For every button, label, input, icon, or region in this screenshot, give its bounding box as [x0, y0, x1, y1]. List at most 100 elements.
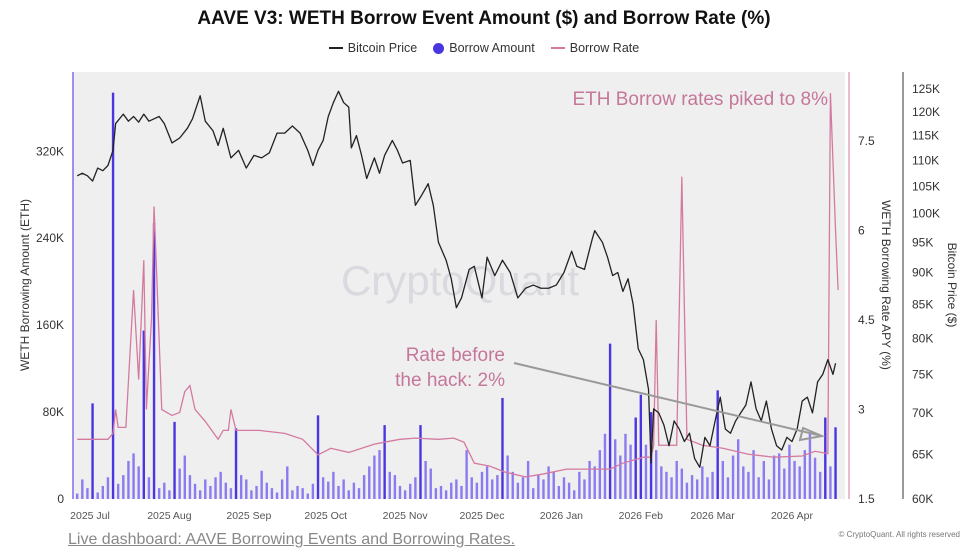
borrow-amount-bar [286, 466, 289, 499]
borrow-amount-bar [393, 475, 397, 499]
borrow-amount-bar [239, 475, 243, 499]
y-btc-tick-label: 80K [912, 331, 933, 345]
borrow-amount-bar [670, 477, 673, 499]
borrow-amount-bar [511, 471, 514, 499]
borrow-amount-bar [321, 477, 325, 499]
annotation-peak: ETH Borrow rates piked to 8% [572, 89, 828, 110]
legend-item-borrow-amount[interactable]: Borrow Amount [433, 41, 535, 55]
y-rate-tick-label: 7.5 [858, 134, 875, 148]
borrow-amount-bar [91, 403, 94, 499]
borrow-amount-bar [716, 390, 719, 499]
borrow-amount-bar [204, 479, 207, 499]
borrow-amount-bar [173, 421, 176, 499]
annotation-arrow-line [513, 362, 819, 436]
borrow-amount-bar [752, 450, 755, 499]
y-left-axis-title: WETH Borrowing Amount (ETH) [18, 199, 32, 371]
borrow-amount-bar [665, 471, 668, 499]
borrow-amount-bar [214, 477, 217, 499]
y-btc-tick-label: 75K [912, 367, 933, 381]
borrow-amount-bar [475, 482, 479, 499]
borrow-amount-bar [373, 455, 376, 499]
borrow-amount-bar [224, 482, 227, 499]
y-btc-tick-label: 65K [912, 447, 933, 461]
borrow-amount-bar [583, 479, 586, 499]
legend-item-bitcoin-price[interactable]: Bitcoin Price [328, 41, 417, 55]
borrow-amount-bar [537, 475, 540, 499]
borrow-amount-bar [275, 492, 279, 499]
borrow-amount-bar [813, 457, 817, 499]
borrow-amount-bar [634, 417, 637, 499]
y-btc-tick-label: 110K [912, 153, 939, 167]
borrow-amount-bar [127, 460, 130, 499]
borrow-amount-bar [383, 425, 386, 499]
borrow-amount-bar [137, 466, 140, 499]
borrow-amount-bar [178, 468, 181, 499]
annotation-arrow-head [798, 426, 826, 442]
legend-label: Borrow Rate [569, 41, 640, 55]
borrow-amount-bar [86, 488, 89, 499]
y-left-tick-label: 160K [36, 318, 64, 332]
y-btc-axis-title: Bitcoin Price ($) [945, 243, 959, 328]
borrow-amount-bar [562, 477, 566, 499]
borrow-amount-bar [834, 427, 837, 499]
borrow-amount-bar [629, 444, 632, 499]
borrow-amount-bar [614, 439, 617, 499]
borrow-amount-bar [818, 471, 822, 499]
borrow-amount-bar [444, 490, 448, 499]
y-rate-axis-title: WETH Borrowing Rate APY (%) [879, 200, 893, 370]
borrow-amount-bar [680, 468, 684, 499]
borrow-amount-bar [624, 433, 627, 499]
borrow-amount-bar [439, 485, 443, 499]
x-tick-label: 2026 Mar [690, 510, 735, 522]
y-btc-tick-label: 60K [912, 492, 933, 506]
borrow-amount-bar [772, 455, 776, 499]
borrow-amount-bar [450, 482, 453, 499]
y-rate-tick-label: 3 [858, 402, 865, 416]
borrow-amount-bar [388, 471, 391, 499]
y-btc-tick-label: 120K [912, 105, 940, 119]
borrow-amount-bar [798, 466, 801, 499]
plot-area [73, 72, 845, 499]
borrow-amount-bar [250, 490, 253, 499]
borrow-amount-bar [398, 485, 402, 499]
borrow-amount-bar [229, 488, 233, 499]
borrow-amount-bar [96, 492, 99, 499]
borrow-amount-bar [255, 485, 258, 499]
borrow-amount-bar [116, 483, 120, 499]
x-tick-label: 2025 Sep [226, 510, 271, 522]
borrow-amount-bar [157, 488, 161, 499]
borrow-amount-bar [296, 485, 299, 499]
dot-icon [433, 42, 445, 54]
x-tick-label: 2025 Nov [383, 510, 429, 522]
x-tick-label: 2026 Jan [540, 510, 583, 522]
y-rate-tick-label: 6 [858, 223, 865, 237]
borrow-amount-bar [736, 439, 740, 499]
live-dashboard-link[interactable]: Live dashboard: AAVE Borrowing Events an… [68, 531, 516, 548]
x-tick-label: 2026 Feb [619, 510, 664, 522]
borrow-amount-bar [803, 450, 806, 499]
borrow-amount-bar [491, 479, 494, 499]
borrow-amount-bar [701, 466, 704, 499]
borrow-amount-bar [808, 433, 812, 499]
borrow-amount-bar [168, 490, 171, 499]
legend-item-borrow-rate[interactable]: Borrow Rate [550, 41, 640, 55]
borrow-amount-bar [106, 477, 110, 499]
chart-title: AAVE V3: WETH Borrow Event Amount ($) an… [197, 8, 771, 29]
borrow-amount-bar [75, 493, 79, 499]
borrow-amount-bar [465, 450, 468, 499]
borrow-amount-bar [245, 479, 248, 499]
borrow-amount-bar [183, 455, 186, 499]
borrow-amount-bar [824, 417, 827, 499]
borrow-amount-bar [219, 471, 222, 499]
borrow-amount-bar [142, 330, 146, 499]
borrow-amount-bar [532, 488, 535, 499]
borrow-amount-bar [342, 479, 345, 499]
annotation-rate-line1: Rate before [406, 345, 505, 366]
borrow-amount-bar [675, 460, 678, 499]
y-left-tick-label: 240K [36, 231, 64, 245]
borrow-amount-bar [352, 482, 356, 499]
borrow-amount-bar [291, 490, 294, 499]
borrow-amount-bar [337, 485, 340, 499]
x-tick-label: 2025 Aug [147, 510, 192, 522]
